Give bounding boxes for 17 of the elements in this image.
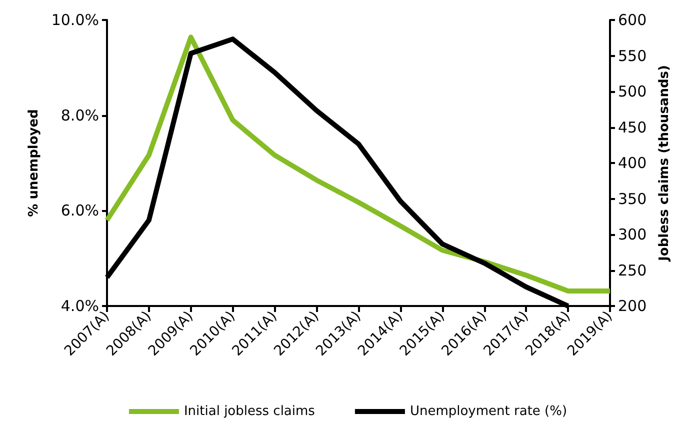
y2-tick-label: 550 <box>618 46 647 65</box>
y-tick-label: 6.0% <box>60 202 99 220</box>
y2-tick-label: 200 <box>618 297 647 315</box>
legend-label: Unemployment rate (%) <box>410 404 568 419</box>
y2-tick-label: 350 <box>618 190 647 208</box>
y-tick-label: 8.0% <box>60 106 99 124</box>
y2-axis-title: Jobless claims (thousands) <box>657 65 672 262</box>
y-tick-label: 4.0% <box>60 297 99 315</box>
y2-tick-label: 400 <box>618 154 647 172</box>
y-tick-label: 10.0% <box>51 11 99 29</box>
y2-tick-label: 250 <box>618 261 647 280</box>
y2-tick-label: 500 <box>618 82 647 100</box>
y2-tick-label: 450 <box>618 118 647 136</box>
y2-tick-label: 600 <box>618 11 647 29</box>
y2-tick-label: 300 <box>618 226 647 244</box>
legend-label: Initial jobless claims <box>184 404 316 419</box>
y-axis-title: % unemployed <box>26 109 42 217</box>
